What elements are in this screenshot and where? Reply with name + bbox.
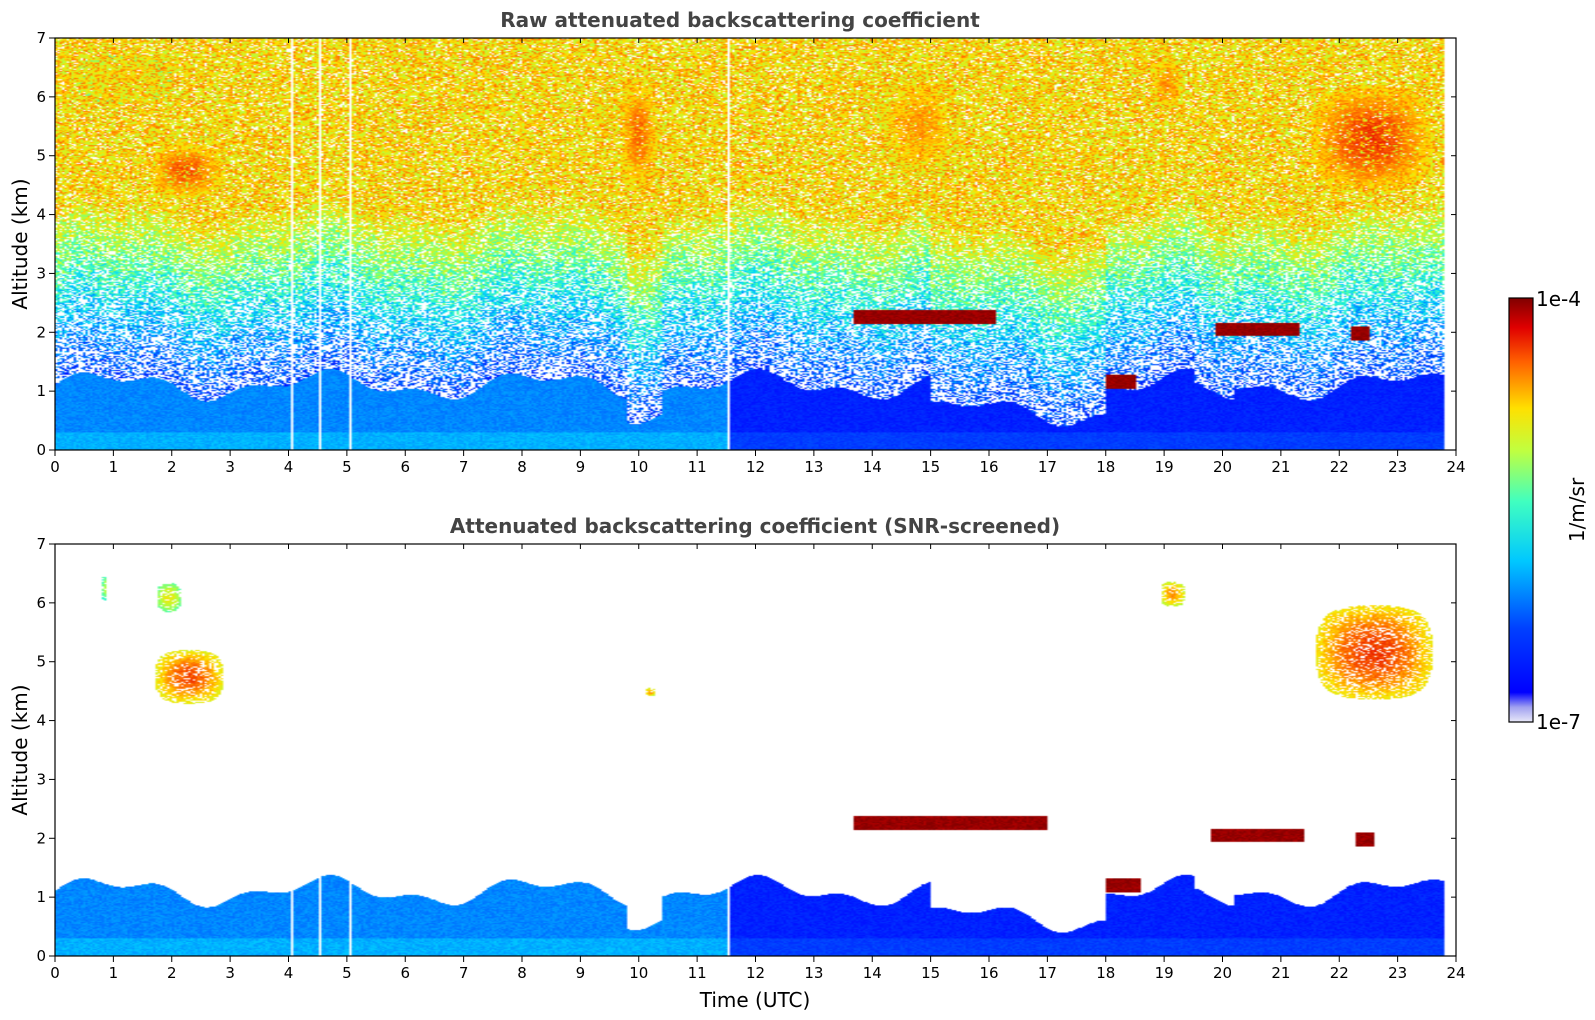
x-tick-label: 6 bbox=[400, 458, 410, 476]
x-tick-label: 18 bbox=[1096, 458, 1115, 476]
x-tick-label: 3 bbox=[225, 964, 235, 982]
x-tick-label: 19 bbox=[1155, 964, 1174, 982]
y-tick-label: 4 bbox=[36, 712, 46, 730]
colorbar-min-label: 1e-7 bbox=[1536, 710, 1581, 734]
x-tick-label: 15 bbox=[921, 964, 940, 982]
tick-layer: 0 1 2 3 4 5 6 7 8 9 10 11 12 13 14 15 16 17 18 19 20 21 22 23 24… bbox=[36, 29, 1465, 476]
x-tick-label: 21 bbox=[1271, 458, 1290, 476]
x-tick-label: 14 bbox=[863, 964, 882, 982]
x-tick-label: 21 bbox=[1271, 964, 1290, 982]
x-tick-label: 20 bbox=[1213, 458, 1232, 476]
x-tick-label: 18 bbox=[1096, 964, 1115, 982]
y-tick-label: 3 bbox=[36, 264, 46, 282]
y-tick-label: 3 bbox=[36, 770, 46, 788]
x-tick-label: 16 bbox=[979, 964, 998, 982]
x-tick-label: 0 bbox=[50, 964, 60, 982]
y-tick-label: 5 bbox=[36, 653, 46, 671]
y-tick-label: 7 bbox=[36, 535, 46, 553]
x-tick-label: 17 bbox=[1038, 964, 1057, 982]
colorbar: 1e-4 1e-7 1/m/sr bbox=[1508, 287, 1589, 734]
x-tick-label: 14 bbox=[863, 458, 882, 476]
x-tick-label: 23 bbox=[1388, 458, 1407, 476]
x-tick-label: 8 bbox=[517, 964, 527, 982]
x-axis-label: Time (UTC) bbox=[699, 988, 811, 1012]
x-tick-label: 22 bbox=[1330, 964, 1349, 982]
y-tick-label: 0 bbox=[36, 441, 46, 459]
x-tick-label: 7 bbox=[459, 964, 469, 982]
backscatter-image bbox=[55, 38, 1456, 450]
heatmap-raw bbox=[55, 38, 1456, 450]
x-tick-label: 1 bbox=[109, 458, 119, 476]
x-tick-label: 1 bbox=[109, 964, 119, 982]
x-tick-label: 4 bbox=[284, 964, 294, 982]
x-tick-label: 9 bbox=[576, 964, 586, 982]
x-tick-label: 20 bbox=[1213, 964, 1232, 982]
colorbar-gradient bbox=[1509, 298, 1533, 722]
colorbar-max-label: 1e-4 bbox=[1536, 287, 1581, 311]
x-tick-label: 22 bbox=[1330, 458, 1349, 476]
heatmap-screened bbox=[55, 544, 1456, 956]
y-tick-label: 4 bbox=[36, 206, 46, 224]
x-tick-label: 24 bbox=[1446, 964, 1465, 982]
x-tick-label: 10 bbox=[629, 964, 648, 982]
x-tick-label: 10 bbox=[629, 458, 648, 476]
y-tick-label: 6 bbox=[36, 594, 46, 612]
x-tick-label: 12 bbox=[746, 458, 765, 476]
x-tick-label: 6 bbox=[400, 964, 410, 982]
chart-title: Raw attenuated backscattering coefficien… bbox=[500, 8, 980, 32]
y-tick-label: 2 bbox=[36, 829, 46, 847]
tick-layer: 0 1 2 3 4 5 6 7 8 9 10 11 12 13 14 15 16 17 18 19 20 21 22 23 24… bbox=[36, 535, 1465, 982]
x-tick-label: 4 bbox=[284, 458, 294, 476]
y-tick-label: 2 bbox=[36, 323, 46, 341]
x-tick-label: 9 bbox=[576, 458, 586, 476]
x-tick-label: 23 bbox=[1388, 964, 1407, 982]
panel-screened: Attenuated backscattering coefficient (S… bbox=[8, 514, 1466, 1012]
x-tick-label: 2 bbox=[167, 964, 177, 982]
x-tick-label: 17 bbox=[1038, 458, 1057, 476]
x-tick-label: 24 bbox=[1446, 458, 1465, 476]
x-tick-label: 16 bbox=[979, 458, 998, 476]
x-tick-label: 8 bbox=[517, 458, 527, 476]
backscatter-image bbox=[55, 544, 1456, 956]
y-axis-label: Altitude (km) bbox=[8, 178, 32, 309]
x-tick-label: 12 bbox=[746, 964, 765, 982]
x-tick-label: 3 bbox=[225, 458, 235, 476]
y-tick-label: 7 bbox=[36, 29, 46, 47]
x-tick-label: 13 bbox=[804, 458, 823, 476]
x-tick-label: 13 bbox=[804, 964, 823, 982]
y-tick-label: 1 bbox=[36, 888, 46, 906]
y-tick-label: 6 bbox=[36, 88, 46, 106]
y-tick-label: 0 bbox=[36, 947, 46, 965]
colorbar-frame bbox=[1508, 297, 1534, 723]
panel-raw: Raw attenuated backscattering coefficien… bbox=[8, 8, 1466, 476]
x-tick-label: 7 bbox=[459, 458, 469, 476]
x-tick-label: 2 bbox=[167, 458, 177, 476]
y-tick-label: 5 bbox=[36, 147, 46, 165]
x-tick-label: 11 bbox=[688, 458, 707, 476]
x-tick-label: 19 bbox=[1155, 458, 1174, 476]
y-tick-label: 1 bbox=[36, 382, 46, 400]
x-tick-label: 5 bbox=[342, 458, 352, 476]
x-tick-label: 5 bbox=[342, 964, 352, 982]
x-tick-label: 11 bbox=[688, 964, 707, 982]
colorbar-unit-label: 1/m/sr bbox=[1565, 477, 1589, 542]
y-axis-label: Altitude (km) bbox=[8, 684, 32, 815]
chart-title: Attenuated backscattering coefficient (S… bbox=[450, 514, 1060, 538]
x-tick-label: 15 bbox=[921, 458, 940, 476]
x-tick-label: 0 bbox=[50, 458, 60, 476]
